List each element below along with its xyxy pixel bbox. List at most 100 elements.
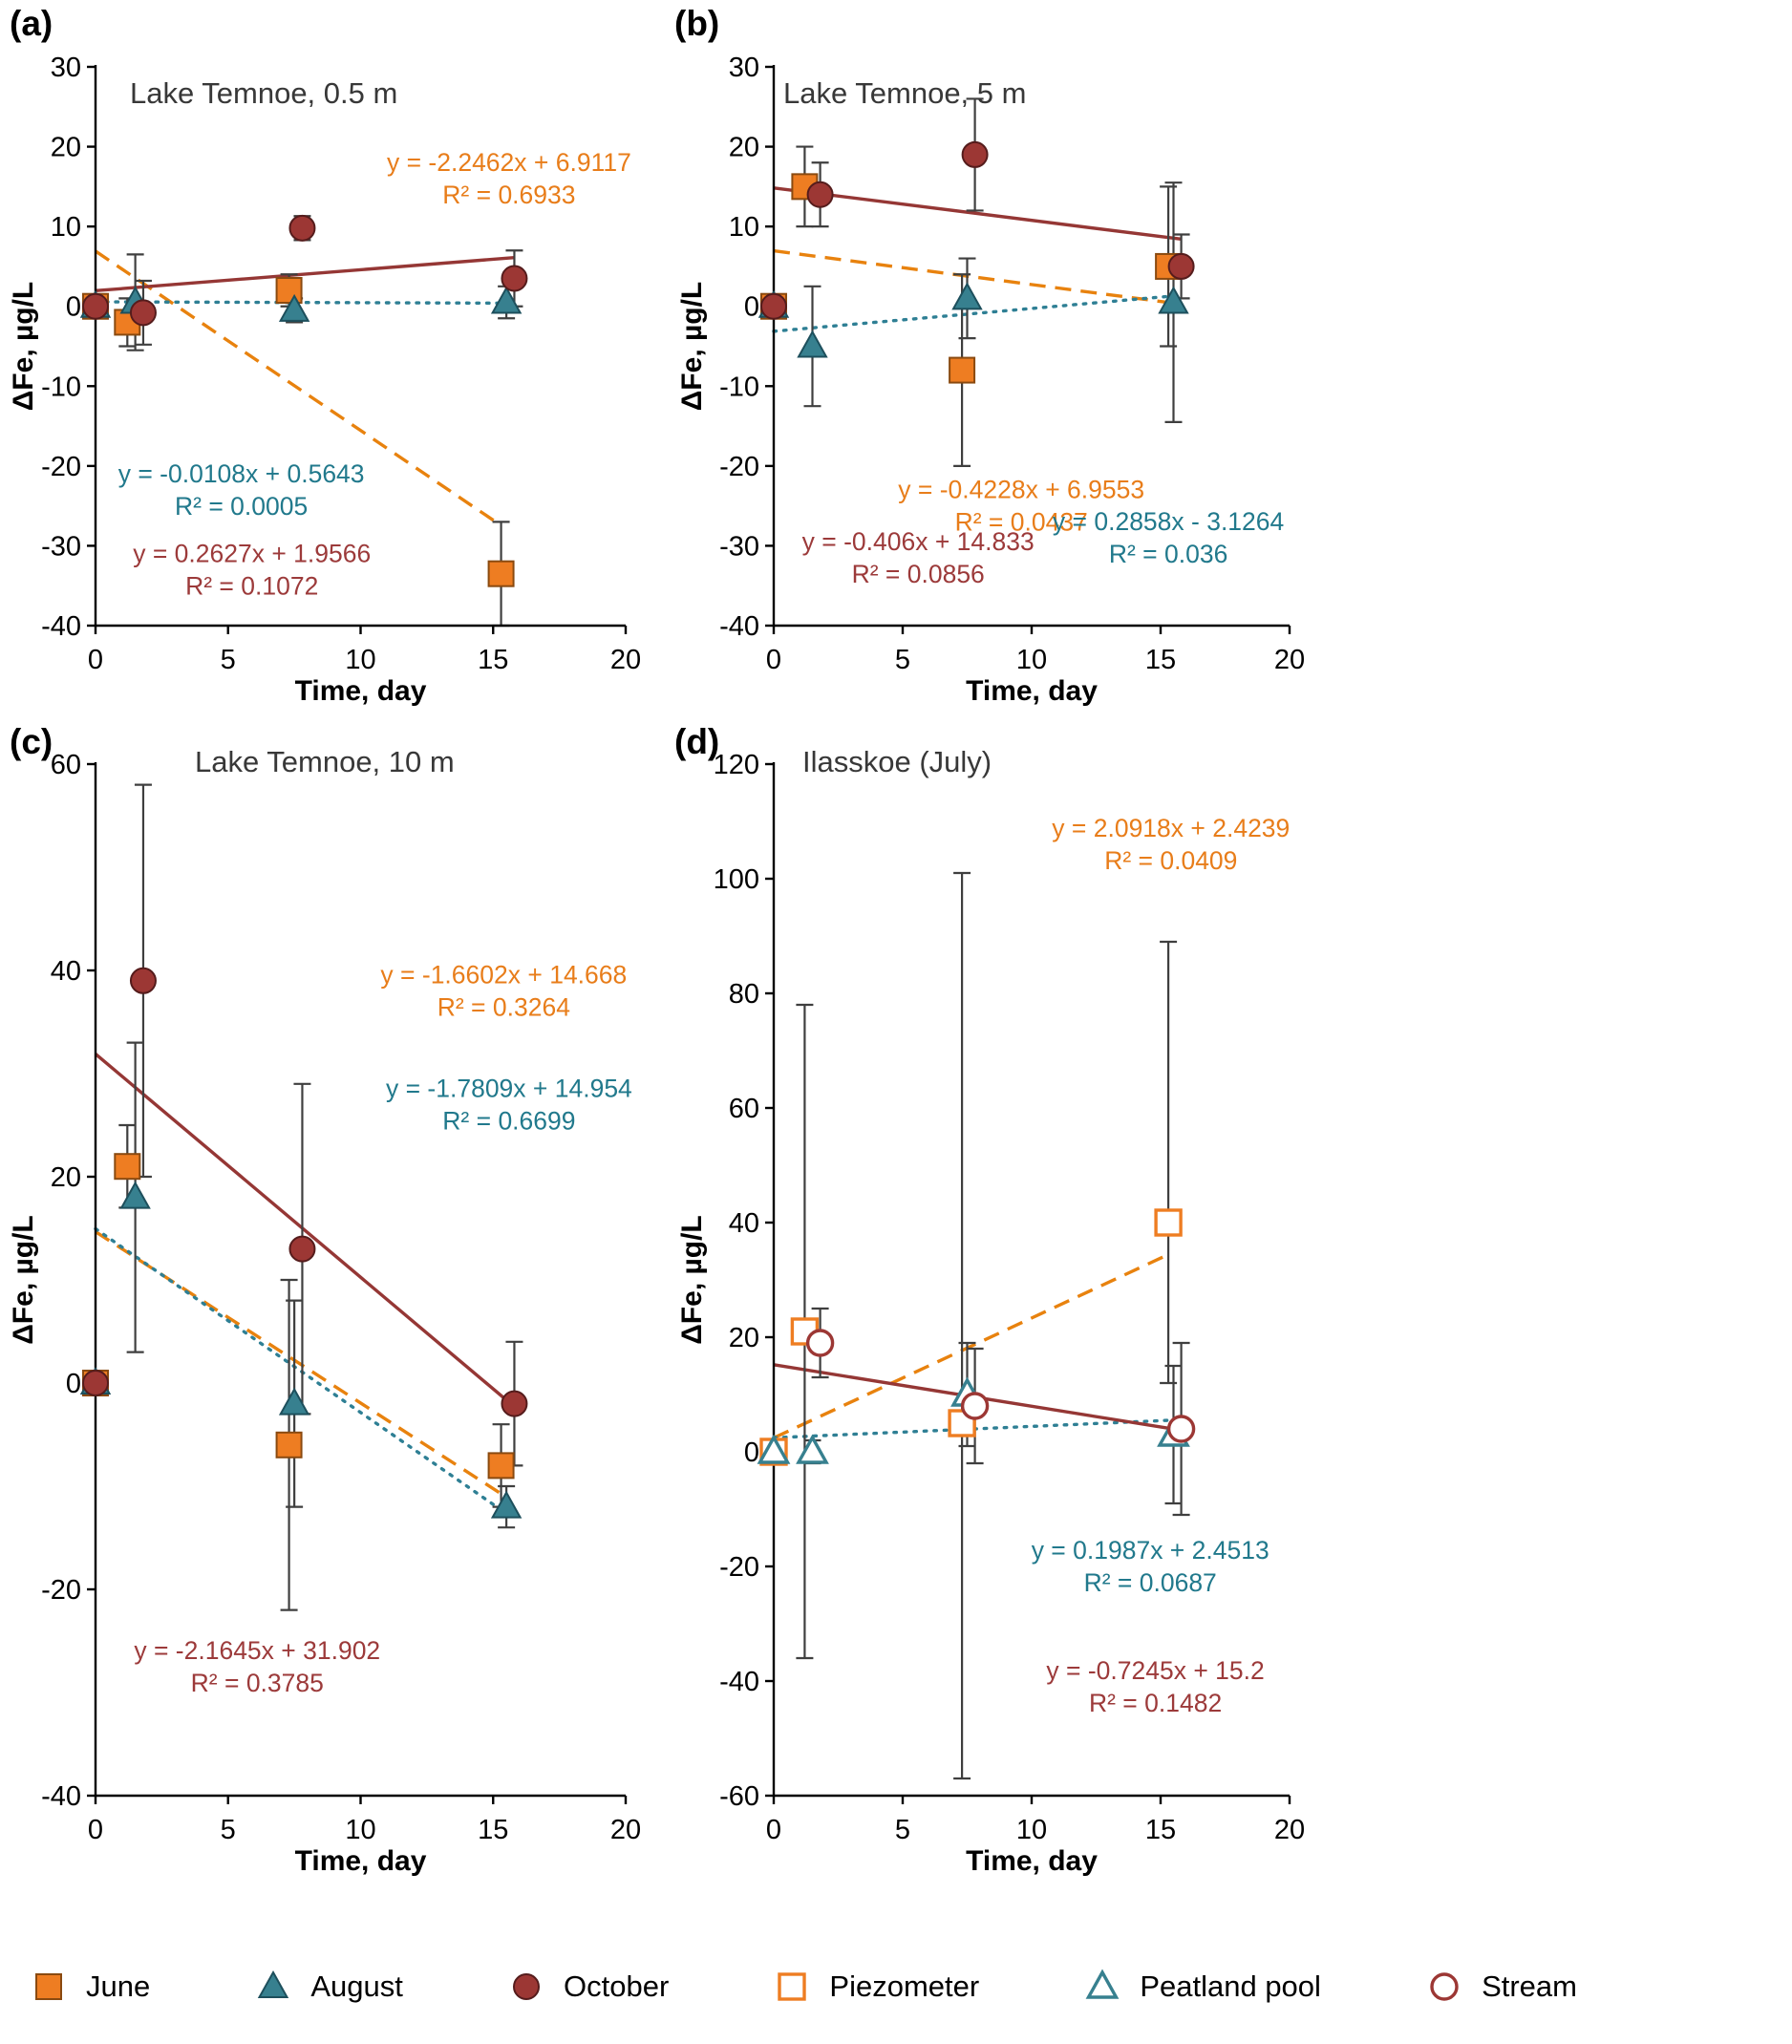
panel-b-label: (b)	[674, 4, 720, 43]
equation-annotation: y = -2.2462x + 6.9117	[387, 148, 631, 177]
x-tick-label: 15	[1145, 645, 1176, 675]
x-tick-label: 0	[88, 645, 103, 675]
june-square-marker	[487, 560, 515, 587]
equation-annotation: R² = 0.0687	[1084, 1568, 1217, 1597]
june-square-marker	[275, 1431, 303, 1458]
october-circle-marker	[82, 292, 109, 320]
august-trendline	[94, 300, 511, 306]
piezometer-trendline	[773, 1252, 1169, 1439]
y-tick-label: -40	[719, 1667, 759, 1697]
october-circle-marker	[129, 967, 157, 994]
y-tick-label: 10	[729, 212, 759, 243]
y-tick-label: -20	[719, 1552, 759, 1583]
y-tick-label: 30	[51, 53, 81, 83]
equation-annotation: R² = 0.0409	[1104, 846, 1237, 875]
x-tick-label: 20	[610, 1815, 641, 1845]
y-axis-label: ΔFe, µg/L	[8, 282, 39, 412]
stream-circle-marker	[1430, 1972, 1459, 2001]
panel-c-label: (c)	[10, 722, 53, 761]
legend-label-peatland-pool: Peatland pool	[1140, 1969, 1321, 2003]
x-axis-label: Time, day	[295, 675, 427, 707]
y-tick-label: -20	[719, 452, 759, 482]
x-tick-label: 10	[1016, 645, 1047, 675]
error-bar	[1160, 940, 1178, 1385]
october-circle-marker	[760, 292, 787, 320]
october-circle-marker	[82, 1370, 109, 1396]
equation-annotation: y = -0.7245x + 15.2	[1046, 1656, 1264, 1685]
equation-annotation: R² = 0.1482	[1089, 1689, 1222, 1717]
october-circle-marker	[961, 140, 989, 168]
piezometer-square-marker	[1154, 1208, 1183, 1237]
stream-circle-marker	[1166, 1415, 1196, 1443]
piezometer-marker-icon	[772, 1968, 812, 2006]
legend-item-stream: Stream	[1424, 1968, 1577, 2006]
equation-annotation: R² = 0.0856	[852, 560, 985, 588]
october-circle-marker	[501, 1390, 528, 1417]
stream-marker-icon	[1424, 1968, 1464, 2006]
x-tick-label: 10	[345, 1815, 375, 1845]
y-axis-label: ΔFe, µg/L	[676, 1215, 708, 1345]
august-marker-icon	[253, 1968, 293, 2006]
x-tick-label: 10	[1016, 1815, 1047, 1845]
x-tick-label: 20	[610, 645, 641, 675]
x-axis-label: Time, day	[966, 1845, 1098, 1877]
x-tick-label: 10	[345, 645, 375, 675]
equation-annotation: y = -0.406x + 14.833	[802, 527, 1035, 556]
y-tick-label: 0	[744, 292, 759, 323]
x-tick-label: 5	[221, 1815, 236, 1845]
equation-annotation: y = -1.7809x + 14.954	[386, 1074, 632, 1102]
legend: June August October Piezometer Peatland …	[0, 1929, 1792, 2044]
legend-label-august: August	[310, 1969, 403, 2003]
june-square-marker	[487, 1452, 515, 1480]
august-trendline	[772, 293, 1178, 333]
panel-a-plot: -40 -30 -20 -10 0 10 20 30 0 5 10 15 20 Time, day ΔFe,…	[8, 53, 641, 707]
panel-c-title: Lake Temnoe, 10 m	[195, 745, 455, 778]
error-bar	[953, 871, 971, 1780]
x-tick-label: 0	[88, 1815, 103, 1845]
y-tick-label: -60	[719, 1781, 759, 1812]
october-circle-marker	[288, 214, 316, 242]
october-circle-marker	[501, 265, 528, 292]
equation-annotation: R² = 0.6699	[442, 1106, 575, 1135]
june-square-marker	[35, 1973, 62, 2000]
october-circle-marker	[806, 181, 834, 208]
y-tick-label: -30	[41, 531, 81, 562]
june-marker-icon	[29, 1968, 69, 2006]
june-trendline	[773, 248, 1174, 306]
y-axis-label: ΔFe, µg/L	[8, 1215, 39, 1345]
peatland-pool-triangle-marker	[796, 1434, 829, 1464]
peatland-pool-triangle-marker	[1085, 1969, 1120, 1999]
y-tick-label: 20	[729, 1323, 759, 1353]
y-tick-label: 40	[729, 1208, 759, 1239]
legend-item-june: June	[29, 1968, 150, 2006]
equation-annotation: R² = 0.0005	[175, 492, 308, 521]
x-tick-label: 15	[1145, 1815, 1176, 1845]
peatland-pool-marker-icon	[1082, 1968, 1122, 2006]
x-tick-label: 15	[478, 645, 508, 675]
august-triangle-marker	[490, 286, 523, 314]
y-tick-label: 20	[51, 1162, 81, 1193]
equation-annotation: y = -2.1645x + 31.902	[134, 1636, 380, 1665]
y-tick-label: 120	[714, 750, 759, 780]
legend-label-stream: Stream	[1482, 1969, 1577, 2003]
legend-item-piezometer: Piezometer	[772, 1968, 979, 2006]
y-tick-label: 20	[51, 133, 81, 163]
equation-annotation: R² = 0.6933	[442, 181, 575, 209]
august-triangle-marker	[797, 330, 828, 358]
october-trendline	[95, 255, 515, 293]
legend-item-october: October	[506, 1968, 669, 2006]
peatland-pool-trendline	[772, 1417, 1184, 1439]
x-axis-label: Time, day	[966, 675, 1098, 707]
y-tick-label: 30	[729, 53, 759, 83]
june-square-marker	[114, 1153, 141, 1181]
panel-a: -40 -30 -20 -10 0 10 20 30 0 5 10 15 20 Time, day ΔFe,…	[0, 0, 669, 714]
equation-annotation: R² = 0.1072	[185, 572, 318, 601]
october-trendline	[773, 186, 1182, 242]
panel-d-label: (d)	[674, 722, 720, 761]
panel-b-title: Lake Temnoe, 5 m	[783, 76, 1027, 110]
y-tick-label: -40	[719, 611, 759, 642]
panel-b-plot: -40 -30 -20 -10 0 10 20 30 0 5 10 15 20 Time, day ΔFe,…	[676, 53, 1305, 707]
panel-a-title: Lake Temnoe, 0.5 m	[130, 76, 398, 110]
panel-d-plot: -60 -40 -20 0 20 40 60 80 100 120 0 5 10 15 20 Time, da…	[676, 750, 1305, 1877]
peatland-pool-triangle-marker	[757, 1434, 791, 1464]
